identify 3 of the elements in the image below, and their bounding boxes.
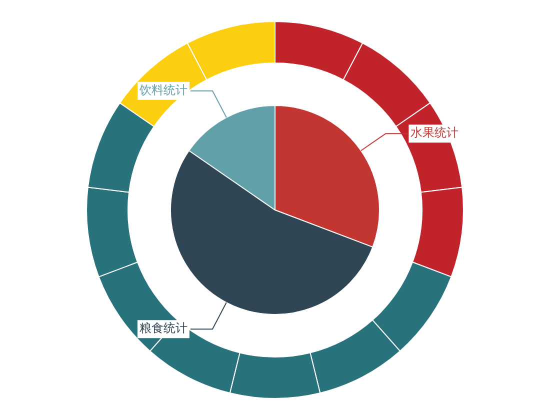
slice-label: 饮料统计 — [138, 83, 188, 98]
slice-label: 粮食统计 — [139, 321, 188, 336]
slice-label: 水果统计 — [410, 126, 459, 140]
